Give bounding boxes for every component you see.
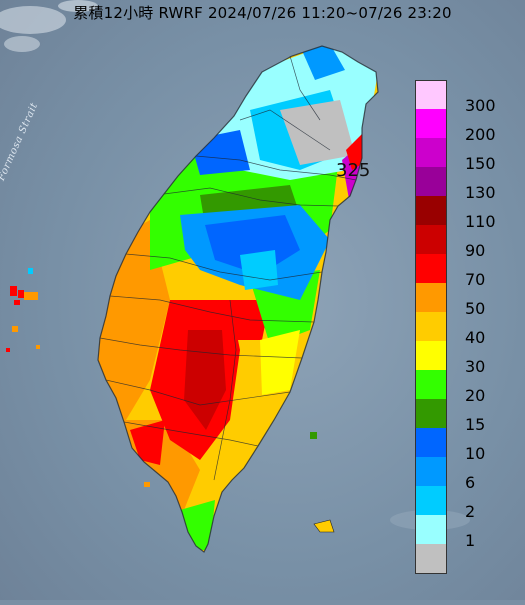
legend-swatch <box>415 254 447 283</box>
legend-row <box>413 544 525 577</box>
legend-row: 50 <box>413 283 525 318</box>
cloud-texture <box>0 0 470 530</box>
legend-swatch <box>415 515 447 544</box>
legend-swatch <box>415 341 447 370</box>
legend-row: 90 <box>413 225 525 260</box>
legend-swatch <box>415 196 447 225</box>
legend-label: 50 <box>465 299 486 318</box>
legend-swatch <box>415 457 447 486</box>
legend-label: 110 <box>465 212 496 231</box>
legend-label: 40 <box>465 328 486 347</box>
legend-swatch <box>415 80 447 110</box>
legend-swatch <box>415 399 447 428</box>
legend-swatch <box>415 370 447 399</box>
liuqiu-island <box>144 482 150 487</box>
legend-swatch <box>415 167 447 196</box>
orchid-island <box>313 519 335 533</box>
legend-row: 40 <box>413 312 525 347</box>
legend-label: 200 <box>465 125 496 144</box>
legend-label: 150 <box>465 154 496 173</box>
legend-row: 130 <box>413 167 525 202</box>
legend-label: 30 <box>465 357 486 376</box>
legend-label: 10 <box>465 444 486 463</box>
legend-row: 30 <box>413 341 525 376</box>
legend-label: 70 <box>465 270 486 289</box>
legend-row: 200 <box>413 109 525 144</box>
legend-row: 150 <box>413 138 525 173</box>
green-island <box>310 432 317 439</box>
legend-label: 2 <box>465 502 476 521</box>
legend-row: 6 <box>413 457 525 492</box>
legend-label: 15 <box>465 415 486 434</box>
legend-swatch <box>415 109 447 138</box>
legend-row: 110 <box>413 196 525 231</box>
legend-swatch <box>415 486 447 515</box>
legend-label: 300 <box>465 96 496 115</box>
legend-swatch <box>415 544 447 574</box>
legend-label: 1 <box>465 531 476 550</box>
legend-swatch <box>415 312 447 341</box>
legend-row: 15 <box>413 399 525 434</box>
legend-swatch <box>415 138 447 167</box>
legend-label: 90 <box>465 241 486 260</box>
legend-swatch <box>415 428 447 457</box>
legend-row: 300 <box>413 80 525 115</box>
legend-row: 10 <box>413 428 525 463</box>
color-legend: 300 200 150 130 110 90 70 50 40 30 20 15 10 6 2 1 <box>413 80 525 574</box>
legend-label: 6 <box>465 473 476 492</box>
penghu-islands <box>6 268 40 352</box>
county-boundaries <box>97 45 379 553</box>
legend-row: 70 <box>413 254 525 289</box>
legend-row: 20 <box>413 370 525 405</box>
legend-label: 20 <box>465 386 486 405</box>
legend-swatch <box>415 225 447 254</box>
legend-swatch <box>415 283 447 312</box>
legend-label: 130 <box>465 183 496 202</box>
legend-row: 2 <box>413 486 525 521</box>
map-title: 累積12小時 RWRF 2024/07/26 11:20~07/26 23:20 <box>73 4 452 22</box>
legend-row: 1 <box>413 515 525 550</box>
max-value-label: 325 <box>336 160 371 181</box>
